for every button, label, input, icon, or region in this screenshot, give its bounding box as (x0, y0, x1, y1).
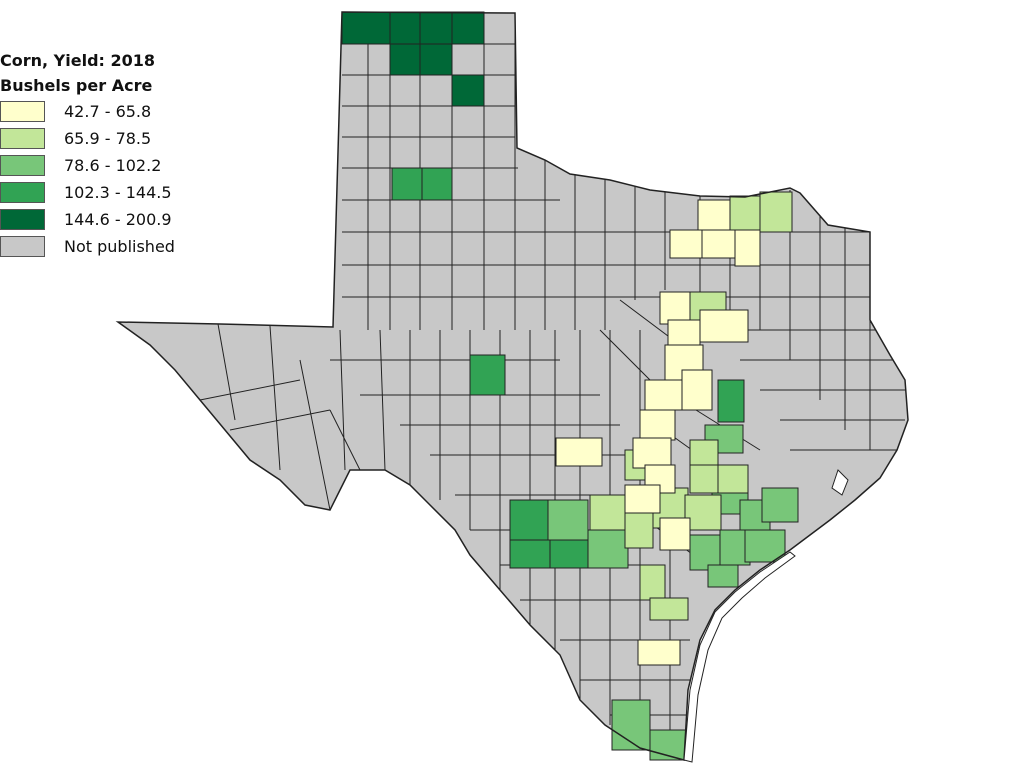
legend-item: Not published (0, 233, 175, 260)
county-yield-class-4 (470, 355, 505, 395)
legend-label: Not published (64, 237, 175, 256)
legend-item: 65.9 - 78.5 (0, 125, 175, 152)
county-yield-class-4 (510, 540, 550, 568)
legend-swatch (0, 182, 45, 203)
county-yield-class-4 (510, 500, 548, 540)
county-yield-class-1 (638, 640, 680, 665)
county-yield-class-1 (702, 230, 735, 258)
legend-item: 144.6 - 200.9 (0, 206, 175, 233)
county-yield-class-1 (670, 230, 702, 258)
county-yield-class-3 (708, 565, 738, 587)
legend-title: Corn, Yield: 2018 (0, 48, 175, 73)
county-yield-class-5 (420, 12, 452, 44)
legend-label: 78.6 - 102.2 (64, 156, 161, 175)
county-yield-class-1 (682, 370, 712, 410)
legend-label: 65.9 - 78.5 (64, 129, 151, 148)
county-yield-class-4 (422, 168, 452, 200)
county-yield-class-2 (640, 565, 665, 600)
legend-classes: 42.7 - 65.8 65.9 - 78.5 78.6 - 102.2 102… (0, 98, 175, 260)
county-yield-class-3 (588, 530, 628, 568)
county-yield-class-1 (625, 485, 660, 513)
county-yield-class-2 (690, 465, 720, 493)
legend-label: 102.3 - 144.5 (64, 183, 172, 202)
county-yield-class-5 (390, 44, 420, 75)
legend-item: 78.6 - 102.2 (0, 152, 175, 179)
county-yield-class-1 (660, 292, 690, 324)
legend-item: 42.7 - 65.8 (0, 98, 175, 125)
legend-subtitle: Bushels per Acre (0, 73, 175, 98)
legend-swatch (0, 209, 45, 230)
county-yield-class-4 (550, 540, 588, 568)
legend-label: 144.6 - 200.9 (64, 210, 172, 229)
county-yield-class-3 (548, 500, 588, 540)
county-yield-class-1 (640, 410, 675, 440)
county-yield-class-5 (420, 44, 452, 75)
county-yield-class-2 (590, 495, 625, 530)
county-yield-class-5 (390, 12, 420, 44)
county-yield-class-2 (625, 512, 653, 548)
county-yield-class-1 (660, 518, 690, 550)
county-yield-class-1 (645, 380, 685, 410)
county-yield-class-2 (760, 192, 792, 232)
county-yield-class-2 (650, 598, 688, 620)
map-legend: Corn, Yield: 2018 Bushels per Acre 42.7 … (0, 48, 175, 260)
county-yield-class-1 (700, 310, 748, 342)
county-yield-class-1 (698, 200, 730, 230)
county-yield-class-5 (452, 12, 484, 44)
legend-label: 42.7 - 65.8 (64, 102, 151, 121)
county-yield-class-2 (690, 440, 718, 468)
county-yield-class-1 (556, 438, 602, 466)
county-yield-class-4 (392, 168, 422, 200)
legend-swatch (0, 236, 45, 257)
county-yield-class-5 (342, 12, 390, 44)
county-yield-class-5 (452, 75, 484, 106)
county-yield-class-3 (762, 488, 798, 522)
county-yield-class-2 (730, 196, 760, 230)
county-yield-class-1 (633, 438, 671, 468)
legend-swatch (0, 155, 45, 176)
legend-item: 102.3 - 144.5 (0, 179, 175, 206)
county-yield-class-5 (718, 380, 744, 422)
legend-swatch (0, 128, 45, 149)
state-base (118, 12, 908, 760)
legend-swatch (0, 101, 45, 122)
county-yield-class-1 (735, 230, 760, 266)
county-yield-class-2 (718, 465, 748, 493)
